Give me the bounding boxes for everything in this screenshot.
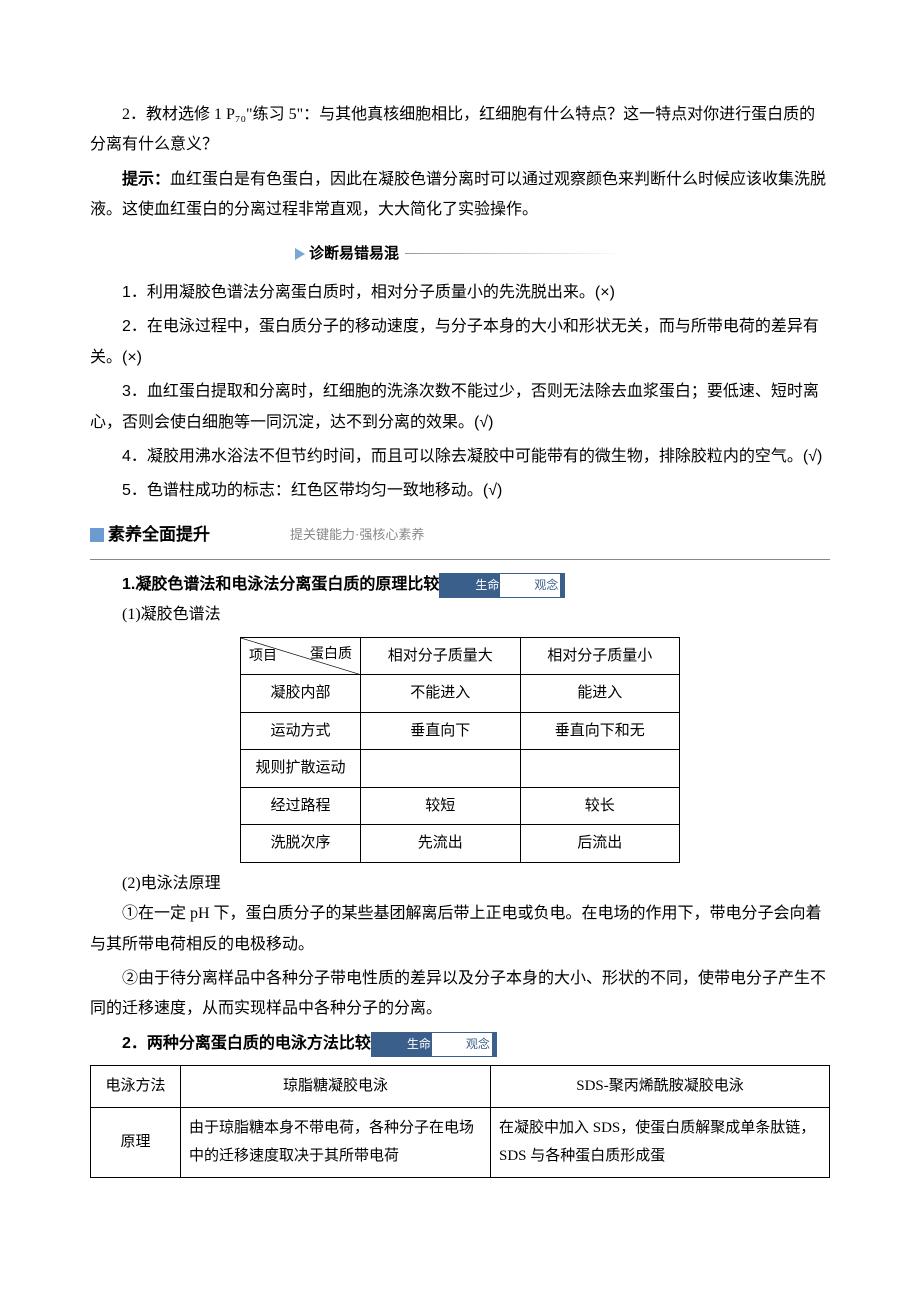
judgment-4: 4．凝胶用沸水浴法不但节约时间，而且可以除去凝胶中可能带有的微生物，排除胶粒内的… bbox=[90, 442, 830, 472]
t2-h2: 琼脂糖凝胶电泳 bbox=[181, 1066, 491, 1108]
t1-r2c2 bbox=[520, 750, 680, 788]
section1-p2: ②由于待分离样品中各种分子带电性质的差异以及分子本身的大小、形状的不同，使带电分… bbox=[90, 964, 830, 1025]
concept-tag: 生命观念 bbox=[439, 573, 565, 598]
section1-p1: ①在一定 pH 下，蛋白质分子的某些基团解离后带上正电或负电。在电场的作用下，带… bbox=[90, 899, 830, 960]
judgment-5: 5．色谱柱成功的标志：红色区带均匀一致地移动。(√) bbox=[90, 476, 830, 506]
hint-label: 提示： bbox=[122, 171, 170, 188]
t1-r3c2: 较长 bbox=[520, 787, 680, 825]
t2-r1c3: 在凝胶中加入 SDS，使蛋白质解聚成单条肽链，SDS 与各种蛋白质形成蛋 bbox=[491, 1107, 830, 1177]
section2-title: 2．两种分离蛋白质的电泳方法比较 bbox=[122, 1035, 371, 1052]
diag-top: 蛋白质 bbox=[310, 642, 352, 669]
tag2-part1: 生命 bbox=[407, 1037, 431, 1051]
t1-r2c1 bbox=[361, 750, 521, 788]
t1-r4c0: 洗脱次序 bbox=[241, 825, 361, 863]
section1-title: 1.凝胶色谱法和电泳法分离蛋白质的原理比较 bbox=[122, 576, 439, 593]
t2-r1c2: 由于琼脂糖本身不带电荷，各种分子在电场中的迁移速度取决于其所带电荷 bbox=[181, 1107, 491, 1177]
banner-underline bbox=[90, 559, 830, 560]
t1-col2: 相对分子质量小 bbox=[520, 637, 680, 675]
t2-r1c1: 原理 bbox=[91, 1107, 181, 1177]
divider-line bbox=[405, 253, 625, 254]
arrow-icon bbox=[295, 248, 305, 260]
t1-r3c1: 较短 bbox=[361, 787, 521, 825]
t2-h1: 电泳方法 bbox=[91, 1066, 181, 1108]
concept-tag-2: 生命观念 bbox=[371, 1032, 497, 1057]
t1-r0c0: 凝胶内部 bbox=[241, 675, 361, 713]
hint-2: 提示：血红蛋白是有色蛋白，因此在凝胶色谱分离时可以通过观察颜色来判断什么时候应该… bbox=[90, 165, 830, 226]
tag-part2: 观念 bbox=[500, 574, 560, 597]
t1-r4c2: 后流出 bbox=[520, 825, 680, 863]
banner-literacy: 素养全面提升 提关键能力·强核心素养 bbox=[90, 519, 830, 551]
t1-r3c0: 经过路程 bbox=[241, 787, 361, 825]
diag-header-cell: 蛋白质 项目 bbox=[241, 637, 361, 675]
section2-heading: 2．两种分离蛋白质的电泳方法比较生命观念 bbox=[90, 1029, 830, 1059]
q2-text: 2．教材选修 1 P₇₀"练习 5"：与其他真核细胞相比，红细胞有什么特点？这一… bbox=[90, 106, 815, 153]
divider-label: 诊断易错易混 bbox=[309, 240, 399, 269]
judgment-2: 2．在电泳过程中，蛋白质分子的移动速度，与分子本身的大小和形状无关，而与所带电荷… bbox=[90, 312, 830, 373]
t1-r1c2: 垂直向下和无 bbox=[520, 712, 680, 750]
t1-col1: 相对分子质量大 bbox=[361, 637, 521, 675]
banner-title: 素养全面提升 bbox=[108, 519, 210, 551]
t1-r1c0: 运动方式 bbox=[241, 712, 361, 750]
divider-diagnosis: 诊断易错易混 bbox=[90, 240, 830, 269]
section1-sub2: (2)电泳法原理 bbox=[90, 869, 830, 899]
table-gel-chromatography: 蛋白质 项目 相对分子质量大 相对分子质量小 凝胶内部 不能进入 能进入 运动方… bbox=[240, 637, 680, 863]
hint-text: 血红蛋白是有色蛋白，因此在凝胶色谱分离时可以通过观察颜色来判断什么时候应该收集洗… bbox=[90, 171, 826, 218]
t1-r4c1: 先流出 bbox=[361, 825, 521, 863]
t1-r2c0: 规则扩散运动 bbox=[241, 750, 361, 788]
tag-part1: 生命 bbox=[475, 578, 499, 592]
t1-r1c1: 垂直向下 bbox=[361, 712, 521, 750]
section1-sub1: (1)凝胶色谱法 bbox=[90, 600, 830, 630]
t2-h3: SDS-聚丙烯酰胺凝胶电泳 bbox=[491, 1066, 830, 1108]
judgment-3: 3．血红蛋白提取和分离时，红细胞的洗涤次数不能过少，否则无法除去血浆蛋白；要低速… bbox=[90, 377, 830, 438]
tag2-part2: 观念 bbox=[432, 1033, 492, 1056]
banner-sub: 提关键能力·强核心素养 bbox=[290, 523, 424, 548]
section1-heading: 1.凝胶色谱法和电泳法分离蛋白质的原理比较生命观念 bbox=[90, 570, 830, 600]
judgment-1: 1．利用凝胶色谱法分离蛋白质时，相对分子质量小的先洗脱出来。(×) bbox=[90, 278, 830, 308]
t1-r0c1: 不能进入 bbox=[361, 675, 521, 713]
table-electrophoresis: 电泳方法 琼脂糖凝胶电泳 SDS-聚丙烯酰胺凝胶电泳 原理 由于琼脂糖本身不带电… bbox=[90, 1065, 830, 1178]
t1-r0c2: 能进入 bbox=[520, 675, 680, 713]
banner-block-icon bbox=[90, 528, 104, 542]
diag-bottom: 项目 bbox=[249, 644, 277, 671]
question-2: 2．教材选修 1 P₇₀"练习 5"：与其他真核细胞相比，红细胞有什么特点？这一… bbox=[90, 100, 830, 161]
